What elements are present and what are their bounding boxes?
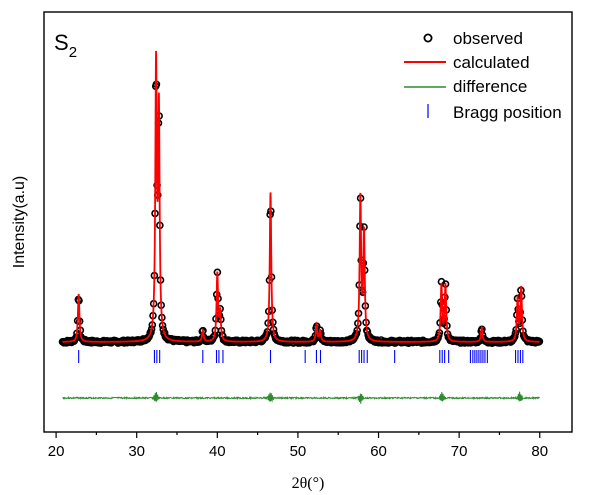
x-tick-label: 50 [290,443,307,460]
sample-label: S2 [54,30,77,61]
x-axis-ticks: 20 30 40 50 60 70 80 [48,432,548,460]
y-axis-label: Intensity(a.u) [11,176,28,268]
x-tick-label: 70 [451,443,468,460]
legend-difference-label: difference [453,77,527,96]
difference-line [62,391,540,404]
plot-frame [43,11,573,433]
legend-observed-marker [423,33,433,43]
calculated-series [62,50,540,343]
legend: observed calculated difference Bragg pos… [404,29,562,122]
x-axis-label: 2θ(°) [292,475,325,492]
x-tick-label: 80 [531,443,548,460]
calculated-line [62,50,540,343]
legend-observed-label: observed [453,29,523,48]
x-tick-label: 60 [370,443,387,460]
bragg-series [78,350,524,363]
legend-bragg-label: Bragg position [453,103,562,122]
x-tick-label: 30 [128,443,145,460]
x-tick-label: 40 [209,443,226,460]
x-tick-label: 20 [48,443,65,460]
legend-calculated-label: calculated [453,53,530,72]
difference-series [62,391,540,404]
